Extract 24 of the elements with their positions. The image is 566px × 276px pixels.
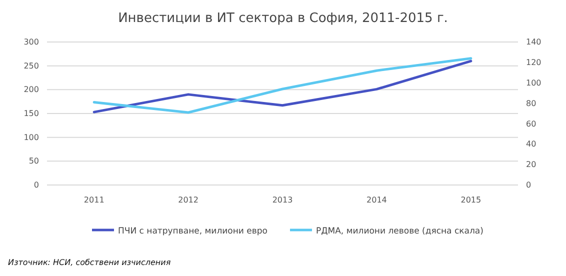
x-tick-label: 2012 — [178, 196, 198, 205]
text: Източник: НСИ, собствени изчисления — [8, 258, 171, 267]
y-tick-label: 50 — [28, 156, 39, 166]
y-tick-label: 200 — [24, 85, 39, 94]
legend-label: РДМА, милиони левове (дясна скала) — [316, 226, 484, 236]
y-tick-label: 100 — [24, 132, 39, 142]
legend-label: ПЧИ с натрупване, милиони евро — [118, 226, 268, 236]
y2-tick-label: 40 — [526, 140, 536, 149]
y2-tick-label: 100 — [526, 78, 542, 88]
y2-tick-label: 60 — [526, 119, 536, 128]
x-tick-label: 2011 — [84, 196, 104, 205]
y-tick-label: 0 — [34, 180, 39, 190]
y-tick-label: 150 — [24, 109, 39, 118]
y2-tick-label: 140 — [526, 38, 542, 47]
y2-tick-label: 80 — [526, 98, 536, 108]
x-tick-label: 2013 — [272, 196, 293, 205]
y2-tick-label: 120 — [526, 58, 542, 67]
x-tick-label: 2015 — [460, 196, 482, 205]
y-tick-label: 250 — [24, 61, 39, 70]
chart-title: Инвестиции в ИТ сектора в София, 2011-2015 г. — [118, 11, 448, 26]
x-tick-label: 2014 — [366, 196, 387, 205]
y-tick-label: 300 — [24, 38, 39, 47]
y2-tick-label: 20 — [526, 160, 536, 170]
y2-tick-label: 0 — [526, 180, 532, 190]
